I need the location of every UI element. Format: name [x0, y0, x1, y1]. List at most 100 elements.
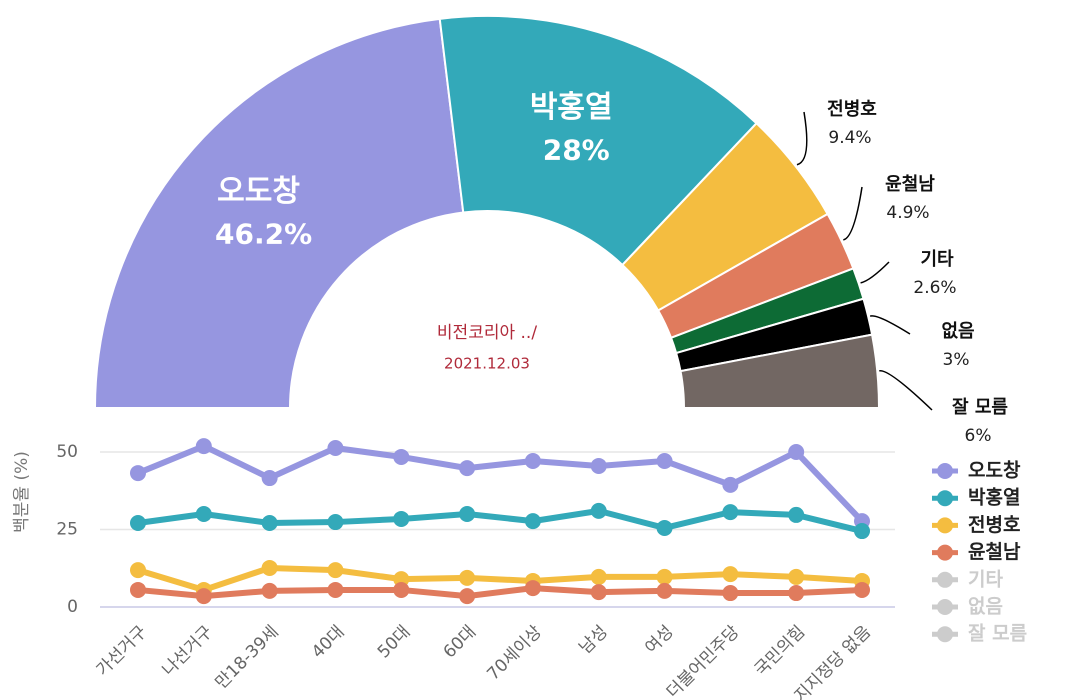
pie-slice: [93, 17, 465, 409]
legend-label: 기타: [968, 568, 1003, 590]
slice-value-label: 6%: [965, 426, 992, 446]
series-point: [590, 457, 607, 474]
series-point: [524, 452, 541, 469]
series-point: [393, 581, 410, 598]
x-tick-label: 더불어민주당: [663, 622, 744, 700]
series-point: [788, 568, 805, 585]
slice-value-label: 9.4%: [828, 128, 871, 148]
series-point: [195, 588, 212, 605]
series-point: [590, 568, 607, 585]
y-axis-label: 백분율 (%): [12, 451, 32, 533]
x-tick-label: 여성: [641, 622, 677, 658]
series-point: [130, 581, 146, 598]
series-point: [788, 506, 805, 523]
series-point: [327, 562, 344, 579]
series-point: [130, 465, 146, 482]
legend-label: 오도창: [968, 460, 1021, 482]
slice-value-label: 4.9%: [886, 203, 929, 223]
x-tick-label: 70세이상: [483, 622, 546, 685]
y-tick-label: 50: [56, 442, 78, 462]
y-tick-label: 0: [67, 597, 78, 617]
slice-value-label: 28%: [543, 133, 610, 166]
series-point: [393, 448, 410, 465]
series-point: [327, 514, 344, 531]
series-point: [656, 582, 673, 599]
series-point: [722, 585, 739, 602]
series-point: [788, 444, 805, 460]
series-point: [459, 588, 476, 605]
series-point: [459, 460, 476, 477]
leader-line: [796, 111, 808, 166]
series-point: [524, 580, 541, 597]
legend-label: 잘 모름: [968, 623, 1027, 645]
series-point: [261, 514, 278, 531]
series-point: [459, 569, 476, 586]
slice-label: 오도창: [217, 174, 300, 209]
series-line: [137, 585, 863, 600]
series-point: [459, 506, 476, 522]
series-point: [261, 470, 278, 487]
series-point: [656, 452, 673, 469]
series-point: [722, 504, 739, 521]
series-point: [130, 562, 146, 579]
pie-slice: [438, 15, 758, 267]
legend-marker: [937, 517, 953, 534]
legend-marker: [937, 599, 953, 615]
series-point: [722, 566, 739, 583]
series-point: [327, 581, 344, 598]
series-point: [130, 514, 146, 531]
x-tick-label: 나선거구: [159, 622, 217, 680]
legend-label: 없음: [968, 596, 1003, 618]
legend-label: 윤철남: [968, 541, 1021, 563]
series-line: [136, 443, 865, 524]
series-line: [137, 507, 863, 534]
series-point: [854, 581, 870, 598]
series-point: [261, 559, 278, 576]
x-tick-label: 40대: [308, 622, 349, 663]
pie-slice: [679, 333, 881, 409]
series-point: [854, 523, 870, 540]
leader-line: [879, 370, 933, 411]
slice-label: 박홍열: [530, 90, 613, 125]
series-point: [656, 519, 673, 536]
series-point: [590, 584, 607, 601]
x-tick-label: 만18-39세: [212, 622, 283, 693]
slice-label: 없음: [941, 321, 974, 342]
slice-value-label: 2.6%: [913, 278, 956, 298]
series-point: [261, 582, 278, 599]
series-line: [137, 564, 863, 593]
slice-value-label: 3%: [943, 350, 970, 370]
x-tick-label: 50대: [374, 622, 415, 663]
series-point: [195, 506, 212, 522]
y-tick-label: 25: [56, 520, 78, 540]
legend-marker: [937, 490, 953, 507]
x-tick-label: 가선거구: [93, 622, 151, 680]
chart-subtitle: 2021.12.03: [444, 355, 530, 373]
legend-label: 전병호: [968, 514, 1020, 536]
legend-marker: [937, 463, 953, 479]
series-point: [590, 502, 607, 519]
series-point: [524, 513, 541, 530]
series-point: [656, 568, 673, 585]
legend-marker: [937, 571, 953, 588]
slice-label: 기타: [920, 249, 954, 270]
chart-title: 비전코리아 ../: [437, 323, 537, 343]
slice-label: 잘 모름: [952, 397, 1008, 418]
leader-line: [869, 315, 911, 335]
legend-marker: [937, 544, 953, 561]
series-point: [393, 510, 410, 527]
series-point: [722, 476, 739, 493]
leader-line: [843, 186, 863, 241]
legend-label: 박홍열: [968, 486, 1020, 509]
leader-line: [860, 261, 890, 284]
series-point: [195, 438, 212, 455]
x-tick-label: 남성: [576, 622, 612, 658]
slice-label: 윤철남: [885, 174, 935, 195]
slice-value-label: 46.2%: [215, 218, 312, 251]
legend-marker: [937, 626, 953, 643]
series-point: [327, 439, 344, 456]
series-point: [788, 585, 805, 602]
x-tick-label: 국민의힘: [751, 622, 809, 680]
x-tick-label: 60대: [440, 622, 481, 663]
